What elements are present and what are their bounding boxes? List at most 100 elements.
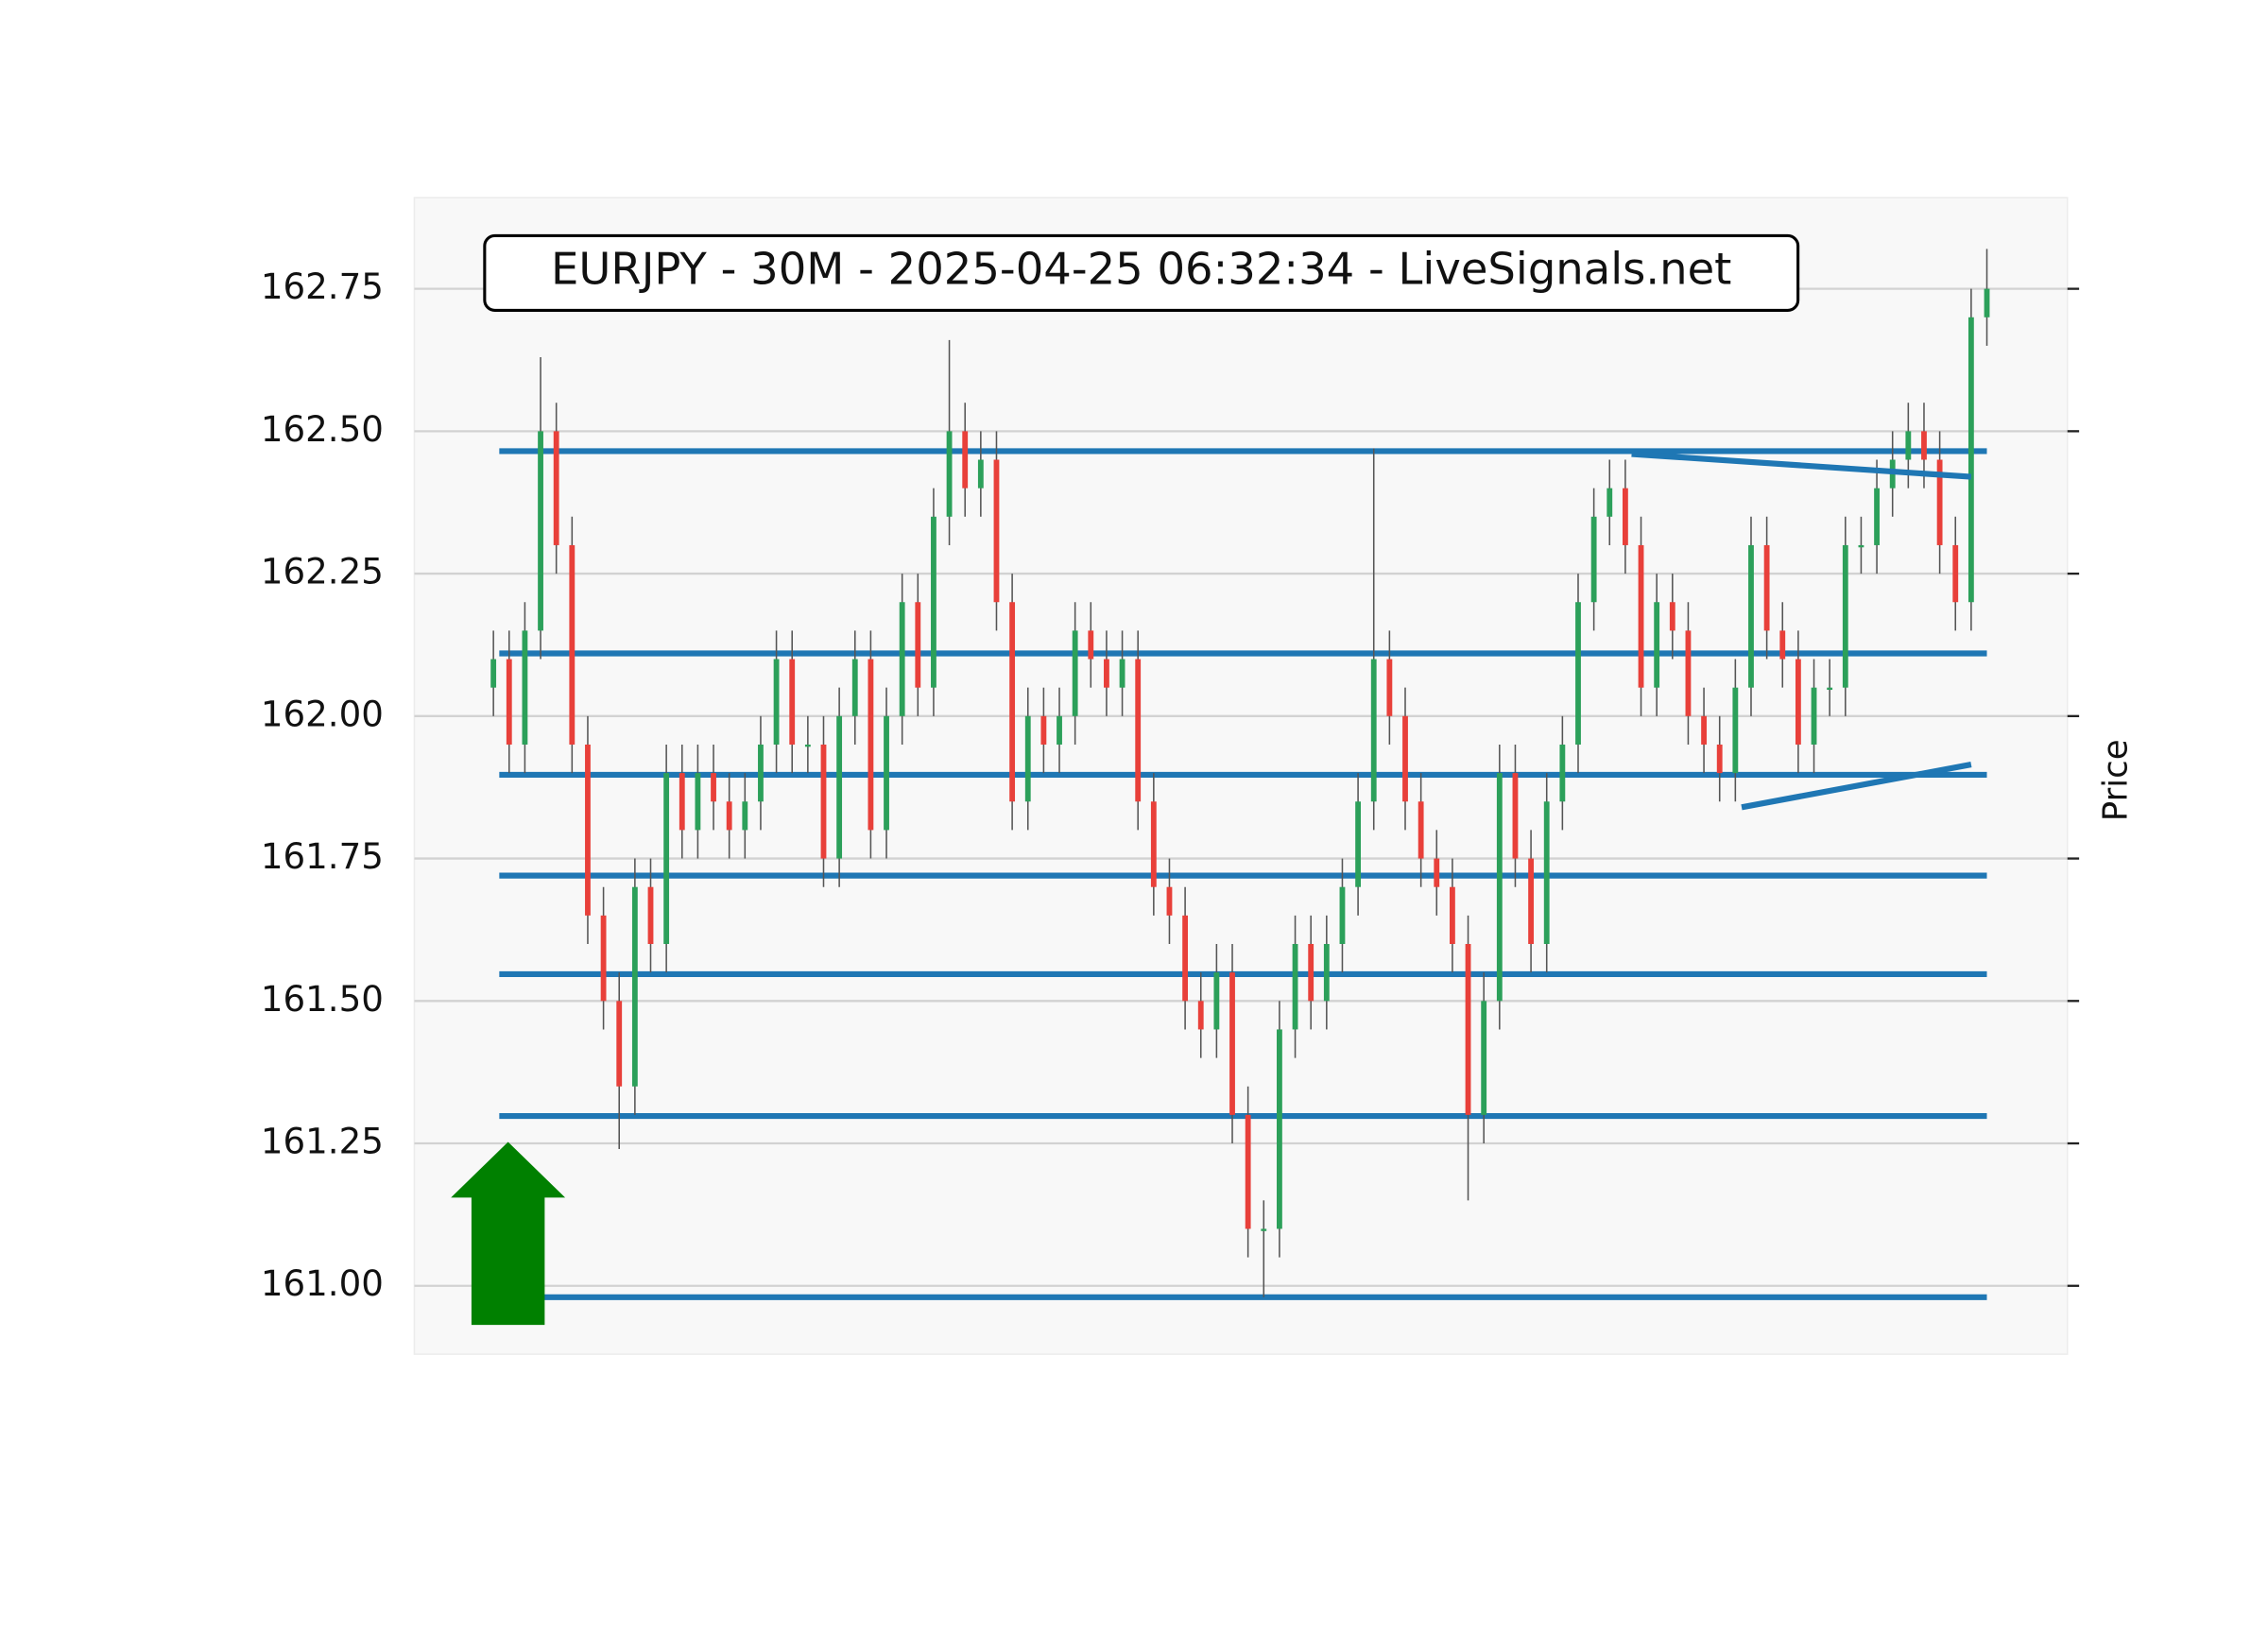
candle-body [773, 659, 780, 745]
candle-body [538, 431, 543, 631]
candle-body [1606, 488, 1613, 517]
candle-body [1512, 773, 1519, 859]
trend-line [1631, 451, 1972, 480]
candle-body [1779, 630, 1786, 660]
candle-body [1465, 943, 1471, 1115]
candle-body [915, 602, 921, 688]
candle-body [1339, 886, 1346, 944]
candle-body [506, 659, 512, 745]
y-tick-label: 161.75 [261, 835, 384, 877]
y-axis: 161.00 161.25 161.50 161.75 162.00 162.25 162.… [261, 266, 2080, 1304]
candle-body [490, 659, 497, 688]
candle-body [742, 801, 748, 831]
candle-body [1638, 544, 1644, 688]
candle-body [1685, 630, 1692, 716]
levels [499, 448, 1987, 1300]
candle-body [1182, 915, 1189, 1002]
candle-body [931, 516, 936, 688]
candle-body [899, 602, 905, 716]
candle-body [616, 1001, 623, 1087]
y-axis-label: Price [2096, 739, 2135, 821]
candle-body [1119, 659, 1125, 688]
trend-line [1741, 762, 1972, 811]
grid [414, 287, 2068, 1287]
candle-body [1370, 659, 1377, 802]
y-tick-label: 161.00 [261, 1262, 384, 1304]
candle-body [993, 459, 1000, 603]
candle-body [977, 459, 984, 489]
candle-body [820, 744, 827, 859]
candle-body [1418, 801, 1424, 859]
candle-body [1905, 431, 1912, 460]
candle-body [1748, 544, 1754, 688]
candle-body [758, 744, 764, 802]
candle-body [1481, 1001, 1487, 1115]
candle-body [1355, 801, 1362, 887]
candle-body [522, 630, 528, 745]
candle-body [1827, 687, 1833, 691]
candle-body [1229, 972, 1235, 1115]
candle-body [1323, 943, 1330, 1002]
candle-body [1842, 544, 1848, 688]
candle-body [1936, 459, 1943, 545]
candle-body [1984, 288, 1990, 317]
candle-body [1732, 687, 1739, 774]
candles [490, 249, 1990, 1297]
candle-body [1716, 744, 1723, 774]
trendlines [1631, 451, 1972, 811]
candle-body [1024, 715, 1031, 802]
candle-body [1858, 544, 1864, 548]
candle-body [631, 886, 638, 1087]
y-tick-label: 162.00 [261, 693, 384, 734]
candle-body [1543, 801, 1550, 944]
candle-body [1040, 715, 1047, 745]
candle-body [679, 773, 685, 831]
candle-body [647, 886, 654, 944]
candle-body [1104, 659, 1109, 688]
y-tick-label: 162.25 [261, 551, 384, 592]
candle-body [962, 431, 969, 489]
candle-body [1496, 773, 1503, 1002]
candle-body [1057, 715, 1062, 745]
candle-body [663, 773, 670, 944]
candle-body [1701, 715, 1707, 745]
candle-body [836, 715, 843, 859]
y-tick-label: 161.50 [261, 978, 384, 1020]
candle-body [1528, 858, 1534, 944]
candle-body [1402, 715, 1408, 802]
title-box [483, 233, 1800, 313]
candle-body [851, 659, 858, 716]
buy-arrow [451, 1141, 566, 1326]
chart-title: EURJPY - 30M - 2025-04-25 06:32:34 - Liv… [551, 244, 1731, 295]
candle-body [1245, 1114, 1251, 1229]
candle-body [1874, 488, 1880, 545]
y-tick-label: 162.75 [261, 266, 384, 307]
candle-body [804, 744, 811, 747]
candle-body [946, 431, 953, 517]
candle-body [789, 659, 796, 745]
candle-body [868, 659, 874, 831]
candle-body [1166, 886, 1173, 916]
candle-body [1763, 544, 1770, 631]
candle-body [600, 915, 607, 1002]
candle-body [1072, 630, 1078, 716]
candle-body [1795, 659, 1801, 745]
candle-body [726, 801, 732, 831]
candle-body [1921, 431, 1927, 460]
candle-body [711, 773, 716, 802]
candle-body [1575, 602, 1581, 745]
candle-body [1135, 659, 1142, 802]
candle-body [1197, 1001, 1204, 1030]
candle-body [1967, 317, 1974, 603]
y-tick-label: 162.50 [261, 408, 384, 450]
candle-body [1277, 1029, 1282, 1229]
candle-body [1261, 1228, 1267, 1231]
candle-body [1009, 602, 1016, 802]
candle-body [695, 773, 701, 831]
candle-body [1150, 801, 1157, 887]
candle-body [1590, 516, 1597, 603]
candle-body [553, 431, 559, 545]
candle-body [1654, 602, 1660, 688]
